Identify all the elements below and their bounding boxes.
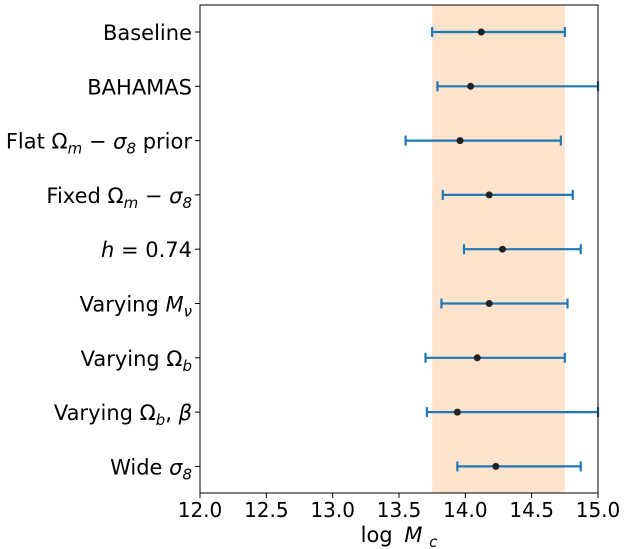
category-label-part: ν xyxy=(184,303,192,321)
error-bar xyxy=(440,298,569,309)
x-axis-title: log M c xyxy=(361,523,439,549)
x-tick-label: 13.5 xyxy=(377,498,422,522)
category-label: Varying Ωb, β xyxy=(54,401,192,429)
category-label-part: β xyxy=(178,401,192,425)
category-label-part: 8 xyxy=(126,140,136,158)
category-label-part: Baseline xyxy=(103,21,192,45)
error-bar xyxy=(456,461,582,472)
category-label: Varying Mν xyxy=(80,293,192,321)
category-label-part: , xyxy=(165,401,178,425)
error-bar xyxy=(441,189,574,200)
data-point xyxy=(498,245,506,253)
category-label-part: b xyxy=(156,411,166,429)
x-axis-title-subscript: c xyxy=(429,533,438,549)
x-tick-label: 12.5 xyxy=(244,498,289,522)
x-tick-label: 14.5 xyxy=(509,498,554,522)
category-label-part: b xyxy=(182,357,192,375)
error-bar xyxy=(462,244,582,255)
category-label-part: 8 xyxy=(182,465,192,483)
category-label-part: σ xyxy=(113,130,127,154)
data-point xyxy=(453,408,461,416)
data-point xyxy=(477,28,485,36)
category-label-part: h xyxy=(101,238,114,262)
category-label-part: − xyxy=(82,130,113,154)
data-point xyxy=(456,137,464,145)
x-tick-label: 12.0 xyxy=(178,498,223,522)
category-label-part: Fixed Ω xyxy=(46,184,123,208)
data-point xyxy=(467,82,475,90)
category-label-part: BAHAMAS xyxy=(87,75,192,99)
x-tick-label: 15.0 xyxy=(576,498,621,522)
category-label-part: Varying xyxy=(80,293,166,317)
category-label-part: Varying Ω xyxy=(54,401,156,425)
category-label: Wide σ8 xyxy=(110,455,192,483)
category-label-part: M xyxy=(165,293,183,317)
data-point xyxy=(485,300,493,307)
category-label: Varying Ωb xyxy=(81,347,192,375)
x-axis-title-base: log xyxy=(361,523,393,547)
category-label: Baseline xyxy=(103,21,192,45)
category-label: BAHAMAS xyxy=(87,75,192,99)
category-label-part: Wide xyxy=(110,455,169,479)
error-bar xyxy=(404,135,562,146)
x-tick-label: 14.0 xyxy=(443,498,488,522)
category-label: Flat Ωm − σ8 prior xyxy=(6,130,193,158)
x-axis-title-variable: M xyxy=(404,523,422,547)
x-tick-label: 13.0 xyxy=(310,498,355,522)
error-bar xyxy=(431,27,566,37)
category-label-part: Flat Ω xyxy=(6,130,68,154)
category-label: h = 0.74 xyxy=(101,238,192,262)
category-label-part: 8 xyxy=(182,194,192,212)
data-point xyxy=(492,462,500,470)
category-label-part: σ xyxy=(169,184,183,208)
category-label-part: Varying Ω xyxy=(81,347,183,371)
data-point xyxy=(473,354,481,362)
category-label: Fixed Ωm − σ8 xyxy=(46,184,192,212)
category-label-part: m xyxy=(124,194,139,212)
data-point xyxy=(485,191,493,199)
category-label-part: − xyxy=(138,184,169,208)
category-label-part: σ xyxy=(169,455,183,479)
category-label-part: prior xyxy=(136,130,192,154)
category-label-part: m xyxy=(68,140,83,158)
category-label-part: = 0.74 xyxy=(114,238,192,262)
error-bar xyxy=(424,352,566,363)
